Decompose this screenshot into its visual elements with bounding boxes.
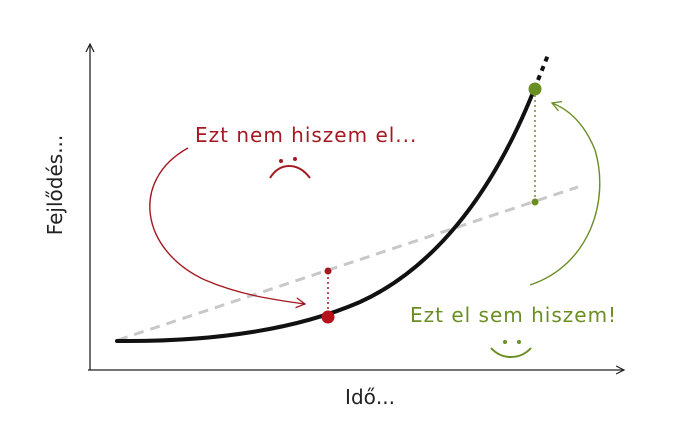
pessimist-label: Ezt nem hiszem el...: [195, 123, 417, 147]
linear-expectation-line: [117, 185, 579, 342]
y-axis-label: Fejlődés...: [43, 135, 67, 236]
optimist-label: Ezt el sem hiszem!: [410, 303, 617, 327]
exponential-curve: [115, 88, 536, 344]
optimist-arrow: [529, 103, 601, 286]
curve-continuation: [536, 54, 550, 81]
x-axis-label: Idő...: [345, 385, 395, 409]
pessimist-arrow: [149, 147, 305, 304]
happy-face-icon: [490, 340, 532, 358]
green-curve-point: [528, 82, 542, 96]
green-linear-point: [531, 198, 539, 206]
red-curve-point: [321, 310, 335, 324]
sad-face-icon: [269, 157, 311, 179]
red-linear-point: [324, 267, 332, 275]
